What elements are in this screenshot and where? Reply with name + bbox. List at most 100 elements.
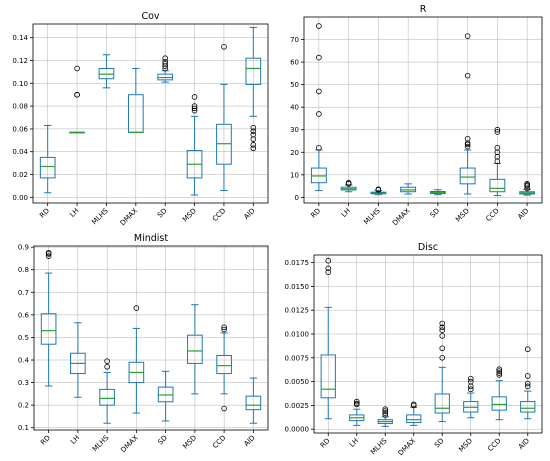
outlier-point bbox=[191, 94, 198, 100]
chart-title: R bbox=[420, 4, 427, 15]
chart-panel-disc: 0.0000 0.0025 0.0050 0.0075 0.0100 0.0125 0.01… bbox=[285, 242, 543, 457]
iqr-box bbox=[39, 156, 56, 179]
x-tick-label: RD bbox=[38, 207, 51, 220]
outlier-point bbox=[410, 401, 417, 408]
chart-panel-r: 0 10 20 30 40 50 60 70 RD LH MLHS DMAX SD MSD CCD AID R bbox=[290, 4, 543, 227]
box-ccd bbox=[489, 126, 506, 197]
outlier-point bbox=[439, 333, 446, 339]
box-dmax bbox=[127, 67, 144, 133]
x-tick-label: AID bbox=[242, 434, 256, 448]
box-aid bbox=[519, 181, 536, 196]
outlier-point bbox=[439, 327, 446, 333]
y-tick-label: 0.0000 bbox=[285, 426, 310, 434]
box-msd bbox=[186, 94, 203, 196]
outlier-point bbox=[464, 33, 471, 39]
box-ccd bbox=[216, 324, 232, 412]
outlier-point bbox=[467, 375, 474, 382]
outlier-point bbox=[375, 186, 382, 193]
box-dmax bbox=[406, 401, 422, 426]
outlier-point bbox=[316, 54, 322, 61]
x-tick-label: RD bbox=[319, 437, 332, 450]
outlier-point bbox=[221, 324, 227, 331]
axes-frame bbox=[313, 254, 543, 434]
box-rd bbox=[40, 249, 57, 387]
x-tick-label: SD bbox=[156, 434, 169, 447]
outlier-point bbox=[250, 128, 257, 134]
box-aid bbox=[245, 377, 262, 424]
outlier-point bbox=[191, 105, 198, 112]
box-sd bbox=[429, 189, 446, 196]
chart-panel-cov: 0.00 0.02 0.04 0.06 0.08 0.10 0.12 0.14 RD LH MLHS… bbox=[12, 11, 269, 227]
box-mlhs bbox=[377, 406, 393, 427]
box-msd bbox=[187, 304, 203, 395]
chart-panel-mindist: 0.1 0.2 0.3 0.4 0.5 0.6 0.7 0.8 0.9 RD LH MLHS DMAX S… bbox=[18, 233, 269, 454]
x-tick-label: MLHS bbox=[369, 436, 389, 456]
outlier-point bbox=[524, 383, 531, 390]
y-tick-label: 0.14 bbox=[12, 34, 28, 42]
axes-frame bbox=[32, 23, 269, 204]
outlier-point bbox=[382, 408, 389, 414]
x-tick-label: LH bbox=[69, 434, 81, 446]
y-tick-label: 0.4 bbox=[18, 357, 30, 365]
box-dmax bbox=[128, 305, 145, 414]
box-mlhs bbox=[99, 358, 115, 424]
outlier-point bbox=[382, 406, 389, 413]
x-tick-label: MLHS bbox=[91, 433, 111, 453]
outlier-point bbox=[382, 412, 389, 418]
y-tick-label: 0.0150 bbox=[285, 283, 310, 291]
iqr-box bbox=[216, 354, 232, 375]
outlier-point bbox=[221, 44, 227, 50]
box-aid bbox=[245, 26, 262, 152]
outlier-point bbox=[494, 144, 501, 151]
x-tick-label: SD bbox=[156, 207, 169, 220]
outlier-point bbox=[439, 324, 446, 331]
y-tick-label: 50 bbox=[290, 81, 299, 89]
outlier-point bbox=[325, 265, 332, 272]
outlier-point bbox=[133, 305, 140, 311]
iqr-box bbox=[99, 388, 115, 406]
outlier-point bbox=[162, 61, 168, 67]
outlier-point bbox=[524, 373, 531, 379]
x-tick-label: AID bbox=[517, 437, 531, 451]
y-tick-label: 0.8 bbox=[18, 266, 29, 274]
x-tick-label: MSD bbox=[457, 437, 474, 454]
outlier-point bbox=[494, 129, 501, 135]
x-tick-label: SD bbox=[433, 437, 446, 450]
box-msd bbox=[463, 375, 479, 419]
y-tick-label: 0.0050 bbox=[285, 378, 310, 386]
box-lh bbox=[349, 398, 365, 426]
outlier-point bbox=[464, 143, 471, 150]
x-tick-label: CCD bbox=[486, 437, 502, 453]
y-tick-label: 0 bbox=[295, 194, 299, 202]
iqr-box bbox=[245, 395, 262, 411]
outlier-point bbox=[353, 400, 360, 407]
box-ccd bbox=[216, 44, 232, 191]
x-tick-label: SD bbox=[429, 207, 442, 220]
iqr-box bbox=[489, 178, 506, 193]
iqr-box bbox=[406, 414, 422, 424]
y-tick-label: 0.0025 bbox=[285, 402, 310, 410]
x-tick-label: CCD bbox=[211, 434, 227, 450]
y-tick-label: 0.5 bbox=[18, 334, 29, 342]
outlier-point bbox=[250, 142, 257, 148]
y-tick-label: 0.6 bbox=[18, 311, 30, 319]
outlier-point bbox=[104, 358, 110, 364]
outlier-point bbox=[221, 405, 227, 412]
y-tick-label: 0.0125 bbox=[285, 307, 310, 315]
y-tick-label: 60 bbox=[290, 59, 299, 67]
x-tick-label: MLHS bbox=[90, 206, 110, 226]
outlier-point bbox=[74, 65, 80, 72]
outlier-point bbox=[382, 410, 389, 416]
outlier-point bbox=[325, 269, 332, 275]
y-tick-label: 0.00 bbox=[12, 194, 28, 202]
outlier-point bbox=[74, 91, 80, 98]
x-tick-label: RD bbox=[309, 207, 322, 220]
iqr-box bbox=[434, 393, 450, 414]
outlier-point bbox=[316, 88, 322, 95]
x-tick-label: MSD bbox=[181, 207, 198, 224]
x-tick-label: AID bbox=[242, 207, 256, 221]
outlier-point bbox=[316, 23, 322, 29]
x-tick-label: AID bbox=[516, 207, 530, 221]
box-aid bbox=[520, 346, 536, 420]
